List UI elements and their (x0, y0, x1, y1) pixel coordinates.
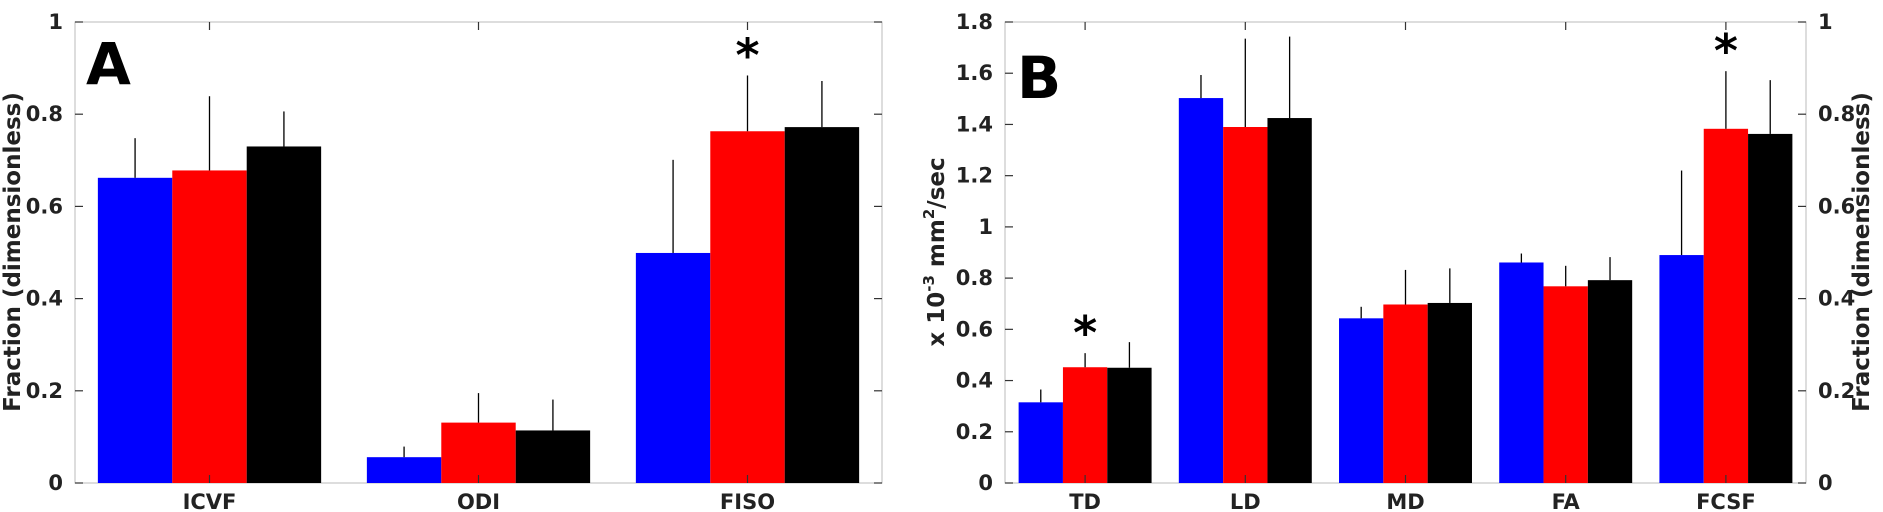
panel-b-significance-star-td: * (1073, 306, 1097, 360)
panel-b-chart: 0 0.2 0.4 0.6 0.8 1 1.2 1.4 1.6 1.8 0 0.2 0.4 0.6 0.8… (920, 10, 1875, 512)
panel-b-bar-td-series-3 (1107, 367, 1152, 483)
panel-b-y-tick-label: 1.8 (956, 10, 993, 34)
panel-b-y-ticks-left: 0 0.2 0.4 0.6 0.8 1 1.2 1.4 1.6 1.8 (956, 10, 1013, 495)
panel-b-bar-ld-series-1 (1178, 98, 1224, 483)
panel-a-y-tick-label: 0.4 (26, 287, 63, 311)
panel-a-y-ticks: 0 0.2 0.4 0.6 0.8 1 (26, 10, 882, 495)
panel-b-bar-fa-series-3 (1587, 280, 1633, 483)
panel-a-y-tick-label: 1 (48, 10, 63, 34)
panel-b-x-tick-label-md: MD (1386, 490, 1424, 512)
panel-b-bar-fcsf-series-3 (1748, 133, 1793, 483)
panel-b-y-tick-label: 0.8 (956, 266, 993, 290)
panel-b-y-right-tick-label: 0.2 (1818, 379, 1855, 403)
panel-a-chart: 0 0.2 0.4 0.6 0.8 1 * ICVF ODI FISO A Fraction … (0, 10, 883, 512)
panel-b-y-tick-label: 1.2 (956, 164, 993, 188)
panel-b-y-tick-label: 1 (978, 215, 993, 239)
panel-a-x-tick-label-odi: ODI (457, 490, 500, 512)
panel-b-significance-star-fcsf: * (1714, 24, 1738, 78)
panel-b-y-right-tick-label: 1 (1818, 10, 1833, 34)
panel-b-bar-fcsf-series-2 (1703, 128, 1749, 483)
panel-a-y-tick-label: 0.6 (26, 194, 63, 218)
panel-b-x-tick-label-fa: FA (1552, 490, 1581, 512)
panel-a-bar-fiso-series-2 (710, 131, 785, 483)
panel-b-bar-td-series-1 (1018, 402, 1063, 483)
panel-a-bar-odi-series-1 (366, 457, 442, 483)
panel-b-y-tick-label: 1.4 (956, 112, 993, 136)
panel-a-letter: A (86, 30, 131, 98)
panel-b-bar-fa-series-2 (1543, 286, 1588, 483)
panel-b-y-axis-label-right: Fraction (dimensionless) (1849, 92, 1875, 412)
panel-b-x-ticks: TD LD MD FA FCSF (1069, 22, 1756, 512)
panel-a-bar-icvf-series-3 (246, 146, 322, 483)
panel-a-bar-odi-series-3 (515, 430, 591, 483)
panel-b-y-right-tick-label: 0 (1818, 471, 1833, 495)
panel-a-y-axis-label: Fraction (dimensionless) (0, 92, 26, 412)
panel-b-bars: ** (1018, 24, 1793, 484)
panel-b-y-tick-label: 0.6 (956, 317, 993, 341)
panel-b-bar-md-series-3 (1427, 302, 1472, 483)
panel-b-y-right-tick-label: 0.4 (1818, 287, 1855, 311)
panel-a-bar-fiso-series-1 (635, 252, 711, 483)
panel-a-x-ticks: ICVF ODI FISO (183, 22, 775, 512)
panel-a-bar-icvf-series-1 (97, 177, 173, 483)
panel-b-bar-fa-series-1 (1499, 262, 1544, 483)
panel-b-y-ticks-right: 0 0.2 0.4 0.6 0.8 1 (1798, 10, 1855, 495)
panel-a-bars: * (97, 28, 860, 483)
panel-b-y-right-tick-label: 0.6 (1818, 194, 1855, 218)
panel-a-x-tick-label-fiso: FISO (720, 490, 775, 512)
panel-b-y-axis-label-left: x 10-3 mm2/sec (920, 157, 950, 346)
panel-a-y-tick-label: 0 (48, 471, 63, 495)
panel-b-bar-td-series-2 (1062, 367, 1108, 483)
panel-b-y-tick-label: 0.4 (956, 369, 993, 393)
panel-b-bar-md-series-2 (1383, 304, 1428, 483)
panel-a-bar-odi-series-2 (441, 422, 516, 483)
panel-b-y-tick-label: 0 (978, 471, 993, 495)
panel-b-letter: B (1017, 44, 1061, 112)
panel-a-bar-fiso-series-3 (784, 127, 860, 483)
panel-a-y-tick-label: 0.8 (26, 102, 63, 126)
panel-b-bar-ld-series-2 (1223, 127, 1268, 483)
panel-b-y-right-tick-label: 0.8 (1818, 102, 1855, 126)
panel-b-bar-fcsf-series-1 (1659, 255, 1704, 483)
panel-b-x-tick-label-ld: LD (1230, 490, 1261, 512)
panel-a-bar-icvf-series-2 (172, 170, 247, 483)
panel-b-bar-md-series-1 (1339, 318, 1384, 483)
panel-b-bar-ld-series-3 (1267, 118, 1312, 484)
panel-b-y-tick-label: 1.6 (956, 61, 993, 85)
panel-a-x-tick-label-icvf: ICVF (183, 490, 237, 512)
panel-a-significance-star-fiso: * (735, 28, 759, 82)
panel-a-y-tick-label: 0.2 (26, 379, 63, 403)
panel-b-y-tick-label: 0.2 (956, 420, 993, 444)
panel-b-x-tick-label-td: TD (1069, 490, 1101, 512)
panel-b-x-tick-label-fcsf: FCSF (1696, 490, 1756, 512)
